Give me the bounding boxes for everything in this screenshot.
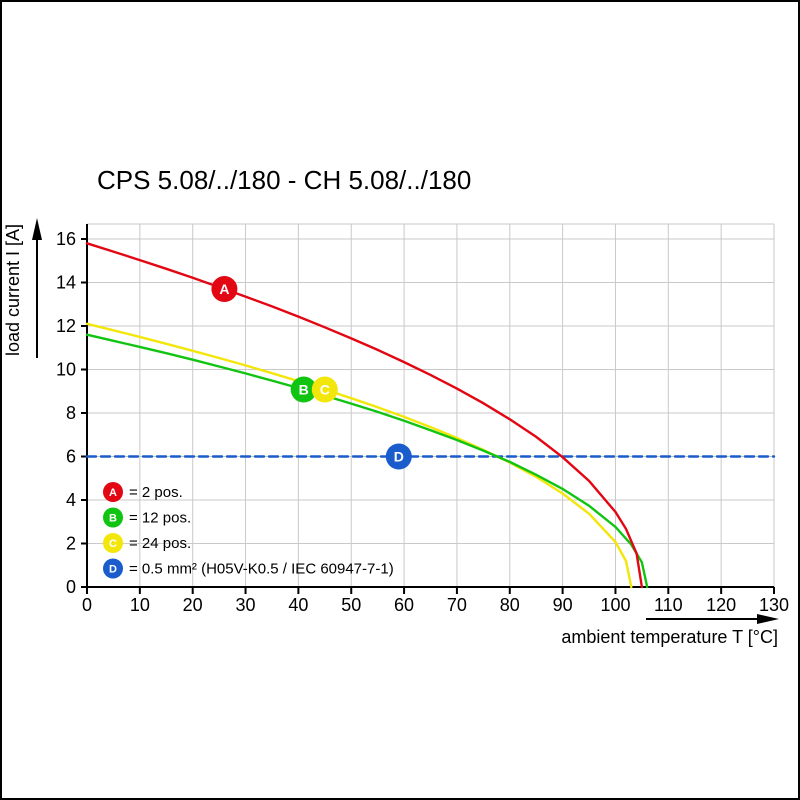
axis-layer: 0 10 20 30 40 50 60 70 80 90 100 110 120 130 0 2 4 6 8 10 12…	[32, 218, 789, 624]
legend-label-C: = 24 pos.	[129, 535, 191, 552]
marker-letter-A: A	[219, 281, 229, 297]
y-tick-label: 4	[66, 490, 76, 510]
legend-letter-B: B	[109, 513, 117, 525]
curve-B	[85, 333, 649, 589]
grid-layer	[87, 223, 775, 587]
legend-letter-A: A	[109, 487, 117, 499]
y-axis-arrow-head	[32, 218, 42, 240]
x-tick-label: 70	[447, 595, 467, 615]
y-tick-label: 10	[56, 360, 76, 380]
y-tick-label: 14	[56, 273, 76, 293]
x-tick-label: 130	[759, 595, 789, 615]
curve-C	[85, 322, 633, 589]
y-axis-label: load current I [A]	[3, 224, 23, 356]
marker-A	[211, 276, 238, 303]
legend-swatch-B	[103, 507, 123, 528]
x-tick-label: 20	[183, 595, 203, 615]
x-tick-label: 110	[654, 595, 683, 615]
marker-B	[290, 376, 317, 403]
y-tick-label: 2	[66, 534, 76, 554]
x-tick-label: 100	[600, 595, 630, 615]
x-tick-label: 30	[236, 595, 256, 615]
y-tick-label: 0	[66, 577, 76, 597]
x-tick-label: 50	[341, 595, 361, 615]
y-tick-label: 12	[56, 316, 76, 336]
x-tick-label: 0	[82, 595, 92, 615]
marker-C	[311, 376, 338, 403]
x-axis-arrow-head	[757, 614, 779, 624]
legend-letter-C: C	[109, 538, 117, 550]
marker-layer: A B C D	[211, 276, 412, 470]
legend-swatch-D	[103, 558, 123, 579]
legend-layer: A = 2 pos. B = 12 pos. C = 24 pos. D = 0.5 mm² …	[103, 482, 394, 579]
chart-title: CPS 5.08/../180 - CH 5.08/../180	[97, 165, 471, 195]
legend-swatch-A	[103, 482, 123, 502]
x-tick-label: 40	[288, 595, 308, 615]
series-layer	[85, 242, 776, 589]
x-tick-label: 10	[130, 595, 150, 615]
marker-letter-C: C	[320, 382, 330, 398]
x-tick-label: 90	[553, 595, 573, 615]
curve-A	[85, 242, 644, 589]
y-tick-label: 16	[56, 229, 76, 249]
legend-label-A: = 2 pos.	[129, 484, 183, 501]
x-axis-label: ambient temperature T [°C]	[561, 627, 778, 647]
marker-letter-B: B	[299, 382, 309, 398]
marker-D	[385, 443, 412, 470]
x-tick-label: 120	[706, 595, 736, 615]
legend-label-D: = 0.5 mm² (H05V-K0.5 / IEC 60947-7-1)	[129, 561, 394, 578]
legend-letter-D: D	[109, 564, 117, 576]
marker-letter-D: D	[394, 449, 404, 465]
x-tick-label: 80	[500, 595, 520, 615]
y-tick-label: 6	[66, 447, 76, 467]
legend-swatch-C	[103, 533, 123, 553]
legend-label-B: = 12 pos.	[129, 510, 191, 527]
x-tick-label: 60	[394, 595, 414, 615]
y-tick-label: 8	[66, 403, 76, 423]
